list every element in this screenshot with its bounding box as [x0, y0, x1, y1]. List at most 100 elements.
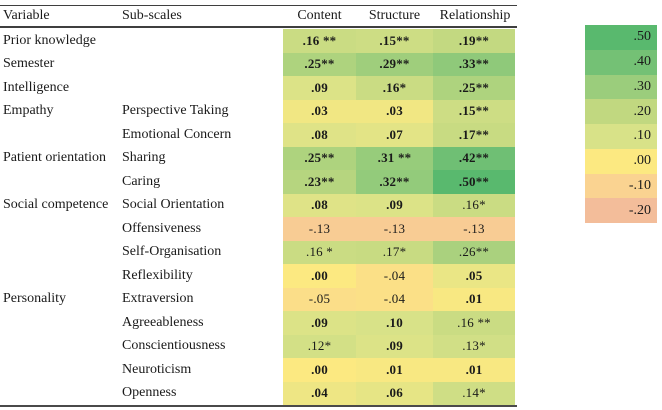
column-header-subscales: Sub-scales — [122, 8, 182, 23]
correlation-cell: -.05 — [283, 287, 356, 311]
variable-label — [0, 335, 122, 359]
variable-label — [0, 217, 122, 241]
table-row: Personality Extraversion -.05 -.04.01 — [0, 287, 517, 311]
correlation-cell: .33** — [433, 52, 515, 76]
correlation-cell: -.13 — [356, 217, 433, 241]
variable-label: Semester — [3, 56, 55, 72]
table-row: Social competence Social Orientation .08.0… — [0, 193, 517, 217]
correlation-cell: .01 — [356, 358, 433, 382]
correlation-cell: .09 — [283, 311, 356, 335]
correlation-cell: .15** — [433, 99, 515, 123]
correlation-cell: .01 — [433, 358, 515, 382]
variable-label: Empathy — [3, 103, 54, 119]
column-header-structure: Structure — [368, 8, 421, 23]
variable-label: Patient orientation — [3, 150, 107, 166]
correlation-cell: .17** — [433, 123, 515, 147]
correlation-cell: -.13 — [433, 217, 515, 241]
variable-label — [0, 264, 122, 288]
table-row: Reflexibility .00 -.04.05 — [0, 264, 517, 288]
correlation-cell: .25** — [433, 76, 515, 100]
variable-label: Social competence — [3, 197, 109, 213]
table-row: Emotional Concern .08.07.17** — [0, 123, 517, 147]
correlation-cell: .16 ** — [283, 29, 356, 53]
correlation-cell: -.13 — [283, 217, 356, 241]
correlation-cell: .29** — [356, 52, 433, 76]
correlation-cell: .09 — [356, 334, 433, 358]
correlation-cell: .42** — [433, 146, 515, 170]
correlation-cell: .26** — [433, 240, 515, 264]
correlation-cell: .08 — [283, 123, 356, 147]
correlation-cell: .16* — [356, 76, 433, 100]
correlation-cell: .10 — [356, 311, 433, 335]
table-row: Self-Organisation .16 * .17* .26** — [0, 240, 517, 265]
legend-entry: .10 — [585, 124, 657, 149]
correlation-cell: .14* — [433, 381, 515, 405]
table-row: Semester .25** .29** .33** — [0, 52, 517, 77]
correlation-cell: .03 — [283, 99, 356, 123]
legend-entry: -.20 — [585, 198, 657, 223]
correlation-cell: .25** — [283, 146, 356, 170]
subscale-label: Reflexibility — [122, 267, 193, 283]
subscale-label — [122, 76, 283, 100]
variable-label — [0, 241, 122, 265]
variable-label: Prior knowledge — [3, 32, 96, 48]
correlation-cell: .13* — [433, 334, 515, 358]
subscale-label: Self-Organisation — [122, 244, 222, 260]
correlation-cell: .16 * — [283, 240, 356, 264]
table-row: Agreeableness .09.10.16 ** — [0, 311, 517, 335]
table-row: Conscientiousness .12* .09.13* — [0, 334, 517, 359]
subscale-label: Caring — [122, 173, 161, 189]
variable-label — [0, 382, 122, 406]
legend-entry: .20 — [585, 99, 657, 124]
subscale-label: Perspective Taking — [122, 103, 229, 119]
correlation-cell: .00 — [283, 358, 356, 382]
table-row: Openness .04.06.14* — [0, 381, 517, 406]
table-row: Patient orientation Sharing .25** .31 ** .42… — [0, 146, 517, 170]
correlation-cell: .32** — [356, 170, 433, 194]
table-row: Neuroticism .00.01.01 — [0, 358, 517, 382]
column-header-variable: Variable — [3, 8, 50, 23]
table-header-row: Variable Sub-scales Content Structure Re… — [0, 6, 517, 26]
subscale-label: Agreeableness — [122, 314, 204, 330]
variable-label — [0, 311, 122, 335]
table-row: Intelligence .09.16* .25** — [0, 76, 517, 100]
subscale-label: Openness — [122, 385, 177, 401]
subscale-label: Neuroticism — [122, 361, 192, 377]
correlation-cell: .01 — [433, 287, 515, 311]
column-header-relationship: Relationship — [439, 8, 511, 23]
correlation-cell: .09 — [356, 193, 433, 217]
correlation-cell: .00 — [283, 264, 356, 288]
table-row: Offensiveness -.13 -.13 -.13 — [0, 217, 517, 241]
legend-entry: .50 — [585, 25, 657, 50]
table-row: Caring .23** .32** .50** — [0, 170, 517, 194]
subscale-label: Conscientiousness — [122, 338, 226, 354]
correlation-cell: .17* — [356, 240, 433, 264]
correlation-cell: .50** — [433, 170, 515, 194]
table-header-rule — [0, 26, 517, 28]
legend-entry: .00 — [585, 148, 657, 174]
table-rows: Prior knowledge .16 ** .15** .19** Semester.… — [0, 29, 517, 405]
correlation-cell: .25** — [283, 52, 356, 76]
subscale-label — [122, 53, 283, 77]
subscale-label: Offensiveness — [122, 220, 202, 236]
correlation-cell: .08 — [283, 193, 356, 217]
legend-entry: -.10 — [585, 173, 657, 199]
color-scale-legend: .50.40.30.20.10.00 -.10 -.20 — [585, 25, 657, 223]
correlation-cell: .03 — [356, 99, 433, 123]
correlation-cell: -.04 — [356, 264, 433, 288]
table-row: Empathy Perspective Taking .03.03.15** — [0, 99, 517, 123]
subscale-label: Emotional Concern — [122, 126, 232, 142]
correlation-cell: .06 — [356, 381, 433, 405]
subscale-label: Social Orientation — [122, 197, 225, 213]
correlation-cell: .23** — [283, 170, 356, 194]
correlation-cell: .15** — [356, 29, 433, 53]
variable-label — [0, 358, 122, 382]
correlation-cell: .07 — [356, 123, 433, 147]
table-top-rule — [0, 5, 517, 6]
table-bottom-rule — [0, 405, 517, 407]
correlation-cell: .19** — [433, 29, 515, 53]
variable-label — [0, 170, 122, 194]
correlation-cell: .05 — [433, 264, 515, 288]
column-header-content: Content — [297, 8, 342, 23]
